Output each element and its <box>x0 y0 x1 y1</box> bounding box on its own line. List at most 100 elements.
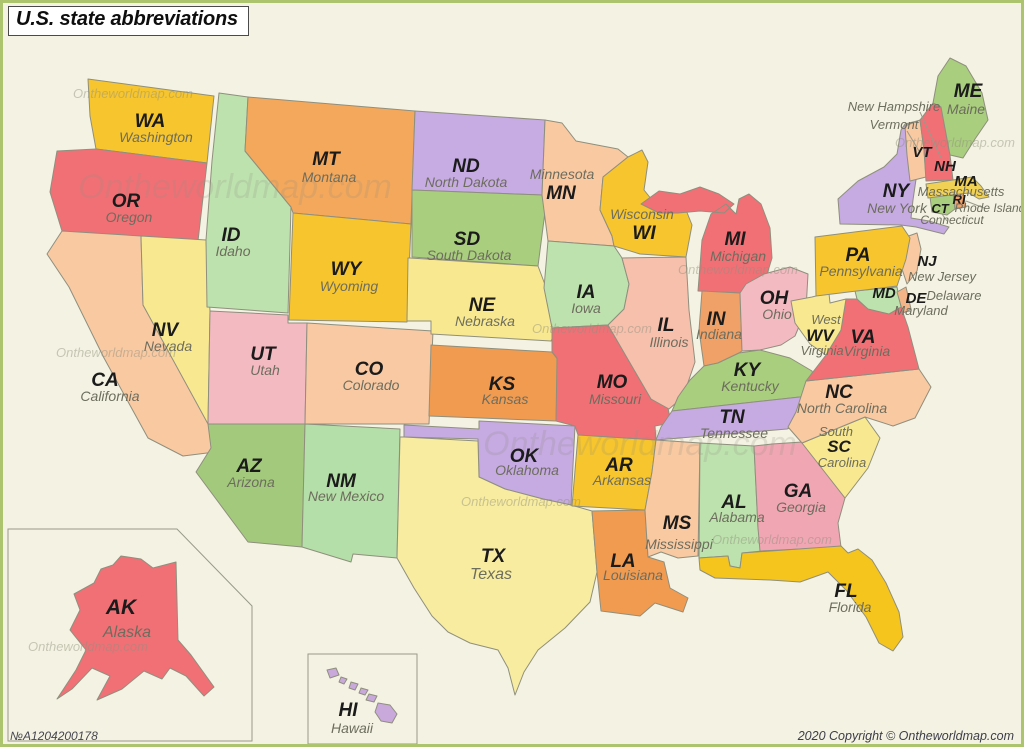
state-shape-tx <box>396 436 598 696</box>
state-name-label-il: Illinois <box>650 334 689 350</box>
state-abbr-label-fl: FL <box>834 581 857 602</box>
state-name-label-ar: Arkansas <box>592 472 651 488</box>
state-abbr-label-ri: RI <box>953 192 966 207</box>
state-abbr-label-de: DE <box>906 290 928 307</box>
state-abbr-label-ok: OK <box>510 446 540 467</box>
watermark-text: Ontheworldmap.com <box>532 321 652 336</box>
state-abbr-label-ut: UT <box>250 344 277 365</box>
state-abbr-label-ma: MA <box>954 173 977 190</box>
state-name-label-wv: Virginia <box>800 343 843 358</box>
state-abbr-label-ct: CT <box>931 201 949 216</box>
state-abbr-label-nd: ND <box>452 156 480 177</box>
state-shape-hi <box>326 667 398 724</box>
watermark-text: Ontheworldmap.com <box>895 135 1015 150</box>
state-name-label-vt: Vermont <box>870 117 920 132</box>
map-title: U.S. state abbreviations <box>8 6 249 36</box>
state-name-label-or: Oregon <box>106 209 153 225</box>
state-name-label-ca: California <box>80 388 139 404</box>
state-name-label-nd: North Dakota <box>425 174 508 190</box>
state-name-label-pa: Pennsylvania <box>819 263 902 279</box>
state-name-label-mo: Missouri <box>589 391 642 407</box>
state-abbr-label-ne: NE <box>469 295 497 316</box>
state-name-label-ok: Oklahoma <box>495 462 559 478</box>
state-abbr-label-ak: AK <box>105 596 138 619</box>
watermark-text: Ontheworldmap.com <box>678 262 798 277</box>
state-shape-md <box>854 286 902 315</box>
state-abbr-label-oh: OH <box>760 288 790 309</box>
state-name-label-fl: Florida <box>829 599 872 615</box>
state-abbr-label-wy: WY <box>331 259 364 280</box>
state-name-label-de: Delaware <box>927 288 982 303</box>
state-abbr-label-in: IN <box>707 309 727 330</box>
watermark-text: Ontheworldmap.com <box>712 532 832 547</box>
state-name-label-nv: Nevada <box>144 338 192 354</box>
state-abbr-label-co: CO <box>355 359 384 380</box>
state-shape-fl <box>698 545 904 652</box>
state-name-label-ky: Kentucky <box>721 378 780 394</box>
state-abbr-label-mo: MO <box>597 372 628 393</box>
state-abbr-label-ms: MS <box>663 513 692 534</box>
state-name-label-sc: South <box>819 424 853 439</box>
state-shape-sd <box>411 189 546 267</box>
state-abbr-label-nm: NM <box>326 471 357 492</box>
state-abbr-label-wv: WV <box>806 326 835 345</box>
state-shape-de <box>896 286 912 314</box>
state-name-label-wa: Washington <box>119 129 193 145</box>
state-name-label-az: Arizona <box>226 474 275 490</box>
state-name-label-wy: Wyoming <box>320 278 379 294</box>
state-name-label-co: Colorado <box>343 377 400 393</box>
state-name-label-va: Virginia <box>844 343 891 359</box>
label-leader-line <box>906 130 920 152</box>
state-abbr-label-ny: NY <box>883 181 912 202</box>
state-abbr-label-vt: VT <box>912 144 933 161</box>
state-abbr-label-mn: MN <box>546 183 577 204</box>
label-leader-line <box>941 213 948 222</box>
label-leader-line <box>965 200 985 209</box>
state-abbr-label-al: AL <box>720 492 746 513</box>
state-name-label-ny: New York <box>867 200 928 216</box>
state-abbr-label-mt: MT <box>312 149 341 170</box>
state-abbr-label-tx: TX <box>481 546 507 567</box>
watermark-text: Ontheworldmap.com <box>78 168 392 206</box>
state-abbr-label-wi: WI <box>632 223 656 244</box>
state-name-label-me: Maine <box>947 101 985 117</box>
state-name-label-sd: South Dakota <box>427 247 512 263</box>
state-name-label-mn: Minnesota <box>530 166 595 182</box>
state-name-label-id: Idaho <box>215 243 250 259</box>
state-abbr-label-il: IL <box>658 315 675 336</box>
state-abbr-label-hi: HI <box>339 700 359 721</box>
state-name-label-ut: Utah <box>250 362 280 378</box>
state-abbr-label-sd: SD <box>454 229 481 250</box>
state-shape-me <box>932 57 989 159</box>
state-abbr-label-sc: SC <box>827 437 851 456</box>
state-name-label-nm: New Mexico <box>308 488 384 504</box>
state-name-label-ia: Iowa <box>571 300 601 316</box>
watermark-text: Ontheworldmap.com <box>461 494 581 509</box>
state-name-label-nh: New Hampshire <box>848 99 940 114</box>
state-abbr-label-mi: MI <box>724 229 746 250</box>
state-shape-ne <box>406 257 558 342</box>
state-abbr-label-or: OR <box>112 191 141 212</box>
state-abbr-label-id: ID <box>222 225 241 246</box>
state-abbr-label-nc: NC <box>825 382 853 403</box>
state-shape-pa <box>814 225 911 297</box>
state-abbr-label-az: AZ <box>235 456 263 477</box>
state-name-label-ak: Alaska <box>102 624 151 641</box>
watermark-text: Ontheworldmap.com <box>56 345 176 360</box>
state-shape-ak <box>56 555 215 701</box>
state-name-label-tx: Texas <box>470 566 512 583</box>
state-name-label-ga: Georgia <box>776 499 826 515</box>
state-abbr-label-pa: PA <box>846 245 871 266</box>
state-abbr-label-nj: NJ <box>917 253 937 270</box>
state-name-label-nc: North Carolina <box>797 400 887 416</box>
state-name-label-ct: Connecticut <box>920 213 984 227</box>
state-name-label-wv: West <box>811 312 842 327</box>
state-name-label-md: Maryland <box>894 303 948 318</box>
state-shape-ma <box>925 176 990 200</box>
state-shape-nc <box>787 368 932 444</box>
state-abbr-label-nv: NV <box>152 320 180 341</box>
state-name-label-ms: Mississippi <box>645 536 714 552</box>
state-abbr-label-ks: KS <box>489 374 516 395</box>
state-name-label-ks: Kansas <box>482 391 529 407</box>
